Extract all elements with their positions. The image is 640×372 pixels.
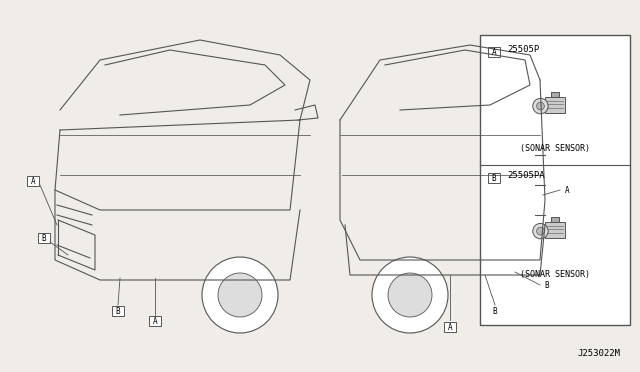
Bar xyxy=(489,306,501,316)
Text: (SONAR SENSOR): (SONAR SENSOR) xyxy=(520,144,590,153)
Circle shape xyxy=(218,273,262,317)
Circle shape xyxy=(372,257,448,333)
Bar xyxy=(545,97,565,113)
Bar xyxy=(488,47,500,57)
Bar xyxy=(541,280,553,290)
Bar xyxy=(480,35,630,325)
Text: B: B xyxy=(42,234,46,243)
Text: B: B xyxy=(116,307,120,315)
Text: 25505P: 25505P xyxy=(507,45,540,54)
Bar xyxy=(545,222,565,238)
Text: A: A xyxy=(31,176,35,186)
Circle shape xyxy=(536,227,545,235)
Bar xyxy=(561,185,573,195)
Text: 25505PA: 25505PA xyxy=(507,170,545,180)
Bar xyxy=(112,306,124,316)
Bar xyxy=(550,217,559,222)
Bar xyxy=(444,322,456,332)
Circle shape xyxy=(388,273,432,317)
Text: A: A xyxy=(492,48,496,57)
Circle shape xyxy=(202,257,278,333)
Circle shape xyxy=(532,224,548,239)
Text: A: A xyxy=(448,323,452,331)
Text: A: A xyxy=(153,317,157,326)
Circle shape xyxy=(536,102,545,110)
Circle shape xyxy=(532,99,548,114)
Text: (SONAR SENSOR): (SONAR SENSOR) xyxy=(520,270,590,279)
Bar xyxy=(550,92,559,97)
Text: J253022M: J253022M xyxy=(577,349,620,358)
Text: B: B xyxy=(492,173,496,183)
Bar xyxy=(488,173,500,183)
Text: B: B xyxy=(493,307,497,315)
Bar xyxy=(38,233,50,243)
Text: A: A xyxy=(564,186,570,195)
Bar xyxy=(149,316,161,326)
Bar xyxy=(27,176,39,186)
Text: B: B xyxy=(545,280,549,289)
